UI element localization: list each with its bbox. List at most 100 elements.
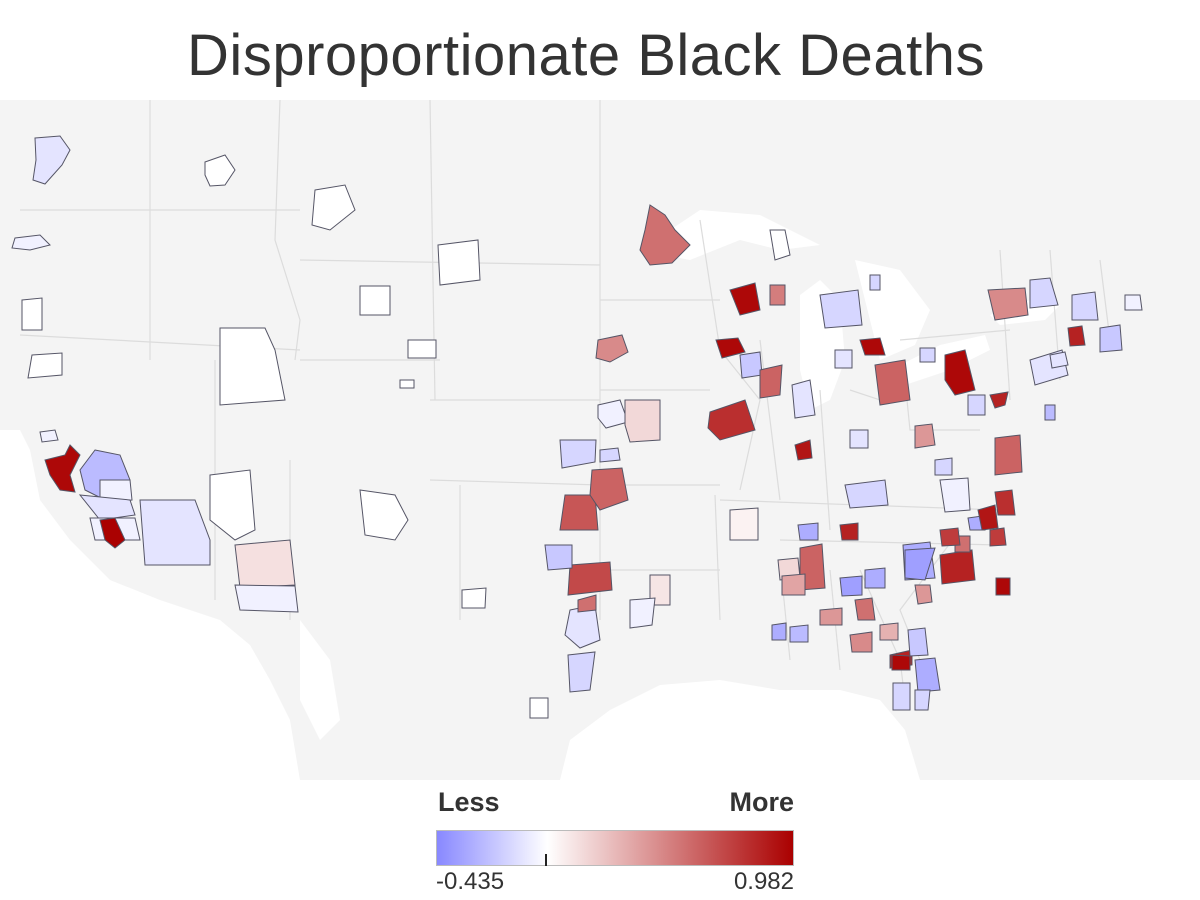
region-detroit bbox=[869, 274, 881, 291]
region-peoria bbox=[759, 364, 783, 399]
region-montgomery bbox=[839, 575, 863, 597]
region-eugene bbox=[21, 297, 43, 331]
region-wichita bbox=[559, 439, 597, 469]
region-el-paso bbox=[461, 587, 487, 609]
region-shreveport bbox=[577, 594, 597, 613]
region-inland-empire bbox=[139, 499, 211, 566]
gulf-of-california bbox=[300, 620, 340, 740]
region-augusta bbox=[939, 527, 961, 547]
region-sioux-falls bbox=[399, 379, 415, 389]
region-reno bbox=[39, 429, 59, 443]
region-oklahoma-city bbox=[559, 494, 599, 531]
region-sf-bay bbox=[44, 444, 81, 493]
region-des-moines bbox=[597, 399, 629, 429]
region-savannah bbox=[914, 584, 933, 605]
region-salt-lake bbox=[219, 327, 286, 406]
state-border-line bbox=[429, 479, 601, 486]
region-columbus-ga bbox=[864, 567, 886, 589]
legend-max-value: 0.982 bbox=[733, 868, 794, 895]
legend-gradient-bar bbox=[436, 830, 794, 866]
region-toledo bbox=[859, 337, 886, 356]
region-memphis bbox=[729, 507, 759, 541]
region-tupelo bbox=[781, 573, 806, 596]
color-legend: Less More -0.435 0.982 bbox=[436, 785, 796, 895]
region-dallas bbox=[567, 561, 613, 596]
us-choropleth-map bbox=[0, 100, 1200, 780]
metro-regions bbox=[11, 135, 1143, 719]
pacific-ocean bbox=[0, 430, 300, 780]
region-harrisburg bbox=[967, 394, 986, 416]
region-lexington bbox=[919, 347, 936, 363]
region-grand-rapids bbox=[819, 289, 863, 329]
map-title: Disproportionate Black Deaths bbox=[187, 23, 985, 88]
region-stockton bbox=[99, 479, 133, 503]
region-gainesville bbox=[907, 627, 929, 657]
region-new-orleans bbox=[849, 631, 873, 653]
state-border-line bbox=[999, 249, 1011, 401]
region-wilmington bbox=[977, 504, 999, 531]
region-portland bbox=[11, 234, 51, 251]
region-macon bbox=[854, 597, 876, 621]
region-seattle bbox=[32, 135, 71, 185]
region-albany bbox=[1071, 291, 1099, 321]
region-fort-smith bbox=[629, 597, 656, 629]
legend-min-value: -0.435 bbox=[436, 868, 505, 895]
region-medford bbox=[27, 352, 63, 379]
legend-less-label: Less bbox=[438, 787, 500, 817]
region-columbus bbox=[874, 359, 911, 406]
region-san-antonio bbox=[529, 697, 549, 719]
region-pensacola bbox=[789, 624, 809, 643]
region-huntsville bbox=[797, 522, 819, 541]
region-columbia-sc bbox=[939, 549, 976, 585]
region-los-angeles bbox=[99, 517, 126, 549]
state-border-line bbox=[899, 329, 1011, 341]
region-baltimore bbox=[989, 391, 1009, 409]
region-charleston-wv bbox=[914, 423, 936, 449]
region-nashville bbox=[844, 479, 889, 509]
region-boston bbox=[1099, 324, 1123, 353]
state-border-line bbox=[759, 339, 781, 501]
state-border-line bbox=[714, 494, 721, 621]
region-hartford bbox=[1067, 325, 1086, 347]
region-boise bbox=[311, 184, 356, 231]
region-orlando bbox=[914, 657, 941, 693]
region-kansas-city bbox=[624, 399, 661, 443]
region-madison bbox=[769, 284, 786, 306]
region-baton-rouge bbox=[819, 607, 843, 626]
region-topeka bbox=[599, 447, 621, 463]
region-chicago bbox=[715, 337, 746, 359]
region-rockford bbox=[739, 351, 763, 379]
region-knoxville bbox=[934, 457, 953, 476]
region-richmond bbox=[994, 434, 1023, 476]
region-milwaukee bbox=[729, 282, 761, 316]
region-tampa bbox=[891, 654, 911, 671]
legend-more-label: More bbox=[729, 787, 794, 817]
region-fort-worth bbox=[544, 544, 573, 571]
region-spokane bbox=[204, 154, 236, 187]
region-buffalo bbox=[987, 287, 1029, 321]
region-tallahassee bbox=[879, 622, 899, 641]
region-houston bbox=[567, 651, 596, 693]
state-border-line bbox=[274, 100, 301, 361]
region-green-bay bbox=[769, 229, 791, 261]
region-cincinnati bbox=[849, 429, 869, 449]
legend-zero-marker bbox=[545, 854, 548, 866]
region-atlanta bbox=[904, 547, 936, 581]
region-philadelphia bbox=[1049, 351, 1069, 369]
region-delaware bbox=[1044, 404, 1056, 421]
region-sarasota bbox=[892, 682, 911, 711]
region-charleston-sc bbox=[995, 577, 1011, 596]
lake-erie bbox=[890, 335, 990, 385]
region-fresno bbox=[78, 494, 136, 521]
region-dayton bbox=[834, 349, 853, 369]
region-tucson bbox=[234, 584, 299, 613]
region-asheville bbox=[939, 477, 971, 513]
region-raleigh bbox=[989, 527, 1007, 547]
region-norfolk bbox=[994, 489, 1016, 516]
region-miami bbox=[914, 689, 931, 711]
region-minneapolis bbox=[639, 204, 691, 266]
state-border-line bbox=[699, 219, 761, 491]
region-st-louis bbox=[707, 399, 756, 441]
region-providence bbox=[1124, 294, 1143, 311]
region-chattanooga bbox=[839, 522, 859, 541]
